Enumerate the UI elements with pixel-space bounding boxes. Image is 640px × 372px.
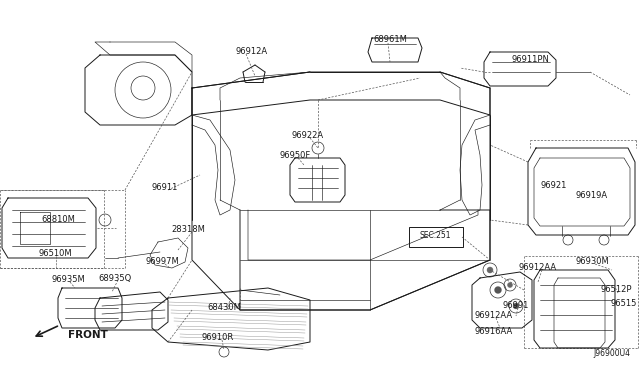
Text: 96911PN: 96911PN — [511, 55, 549, 64]
FancyBboxPatch shape — [409, 227, 463, 247]
Text: 96997M: 96997M — [145, 257, 179, 266]
Text: 96912AA: 96912AA — [475, 311, 513, 321]
Text: 28318M: 28318M — [171, 225, 205, 234]
Text: 96950F: 96950F — [280, 151, 310, 160]
Text: SEC.251: SEC.251 — [419, 231, 451, 241]
Text: 96515: 96515 — [611, 299, 637, 308]
Text: 96911: 96911 — [152, 183, 178, 192]
Text: 96991: 96991 — [503, 301, 529, 311]
Text: 96930M: 96930M — [575, 257, 609, 266]
Circle shape — [513, 303, 519, 309]
Text: 68935Q: 68935Q — [99, 273, 132, 282]
Text: 96510M: 96510M — [38, 248, 72, 257]
Text: 96919A: 96919A — [576, 190, 608, 199]
Text: 96912A: 96912A — [236, 48, 268, 57]
Text: 96512P: 96512P — [600, 285, 632, 295]
Text: FRONT: FRONT — [68, 330, 108, 340]
Circle shape — [495, 286, 502, 294]
Text: 96910R: 96910R — [202, 334, 234, 343]
Circle shape — [508, 282, 513, 288]
Circle shape — [487, 267, 493, 273]
Text: 96935M: 96935M — [51, 276, 85, 285]
Text: 68810M: 68810M — [41, 215, 75, 224]
Text: 68430M: 68430M — [207, 304, 241, 312]
Text: 96912AA: 96912AA — [519, 263, 557, 273]
Text: 68961M: 68961M — [373, 35, 407, 45]
Text: J96900U4: J96900U4 — [593, 350, 630, 359]
Text: 96916AA: 96916AA — [475, 327, 513, 337]
Text: 96921: 96921 — [541, 180, 567, 189]
Text: 96922A: 96922A — [292, 131, 324, 140]
